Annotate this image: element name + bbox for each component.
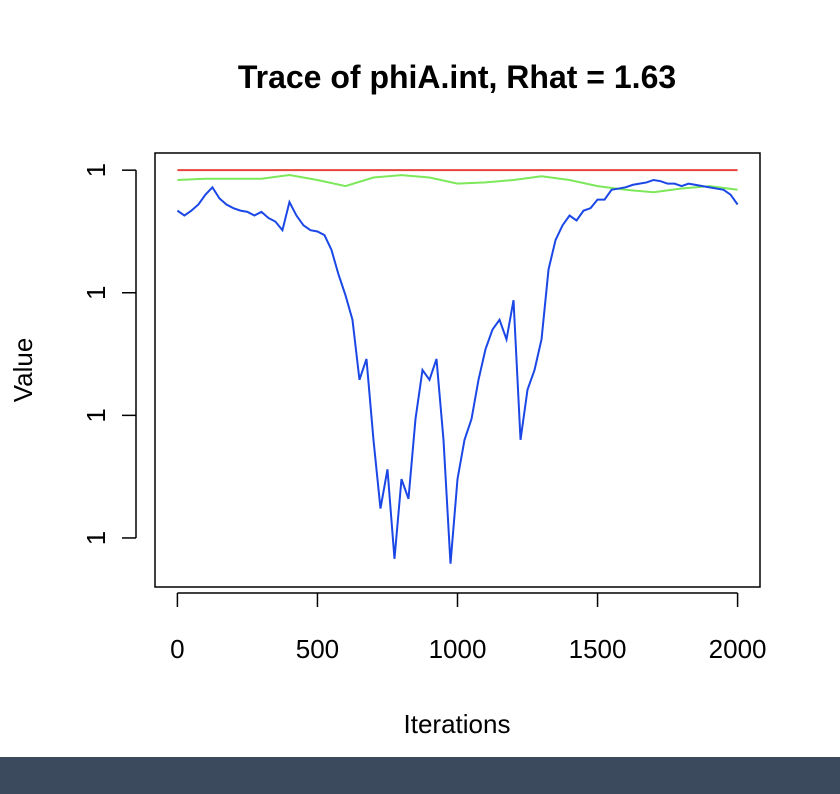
y-tick-label: 1 xyxy=(81,408,111,422)
trace-line xyxy=(177,174,738,194)
x-tick-label: 0 xyxy=(170,634,184,664)
x-tick-label: 2000 xyxy=(709,634,767,664)
background xyxy=(0,0,840,757)
x-tick-label: 500 xyxy=(296,634,339,664)
y-axis-label: Value xyxy=(8,338,38,403)
trace-line xyxy=(176,178,739,564)
x-axis-label: Iterations xyxy=(404,709,511,739)
y-tick-label: 1 xyxy=(81,531,111,545)
x-tick-label: 1000 xyxy=(429,634,487,664)
y-tick-label: 1 xyxy=(81,286,111,300)
x-tick-label: 1500 xyxy=(569,634,627,664)
chart-title: Trace of phiA.int, Rhat = 1.63 xyxy=(238,59,676,95)
footer-bar xyxy=(0,757,840,794)
plot-frame xyxy=(154,152,761,588)
y-tick-label: 1 xyxy=(81,163,111,177)
